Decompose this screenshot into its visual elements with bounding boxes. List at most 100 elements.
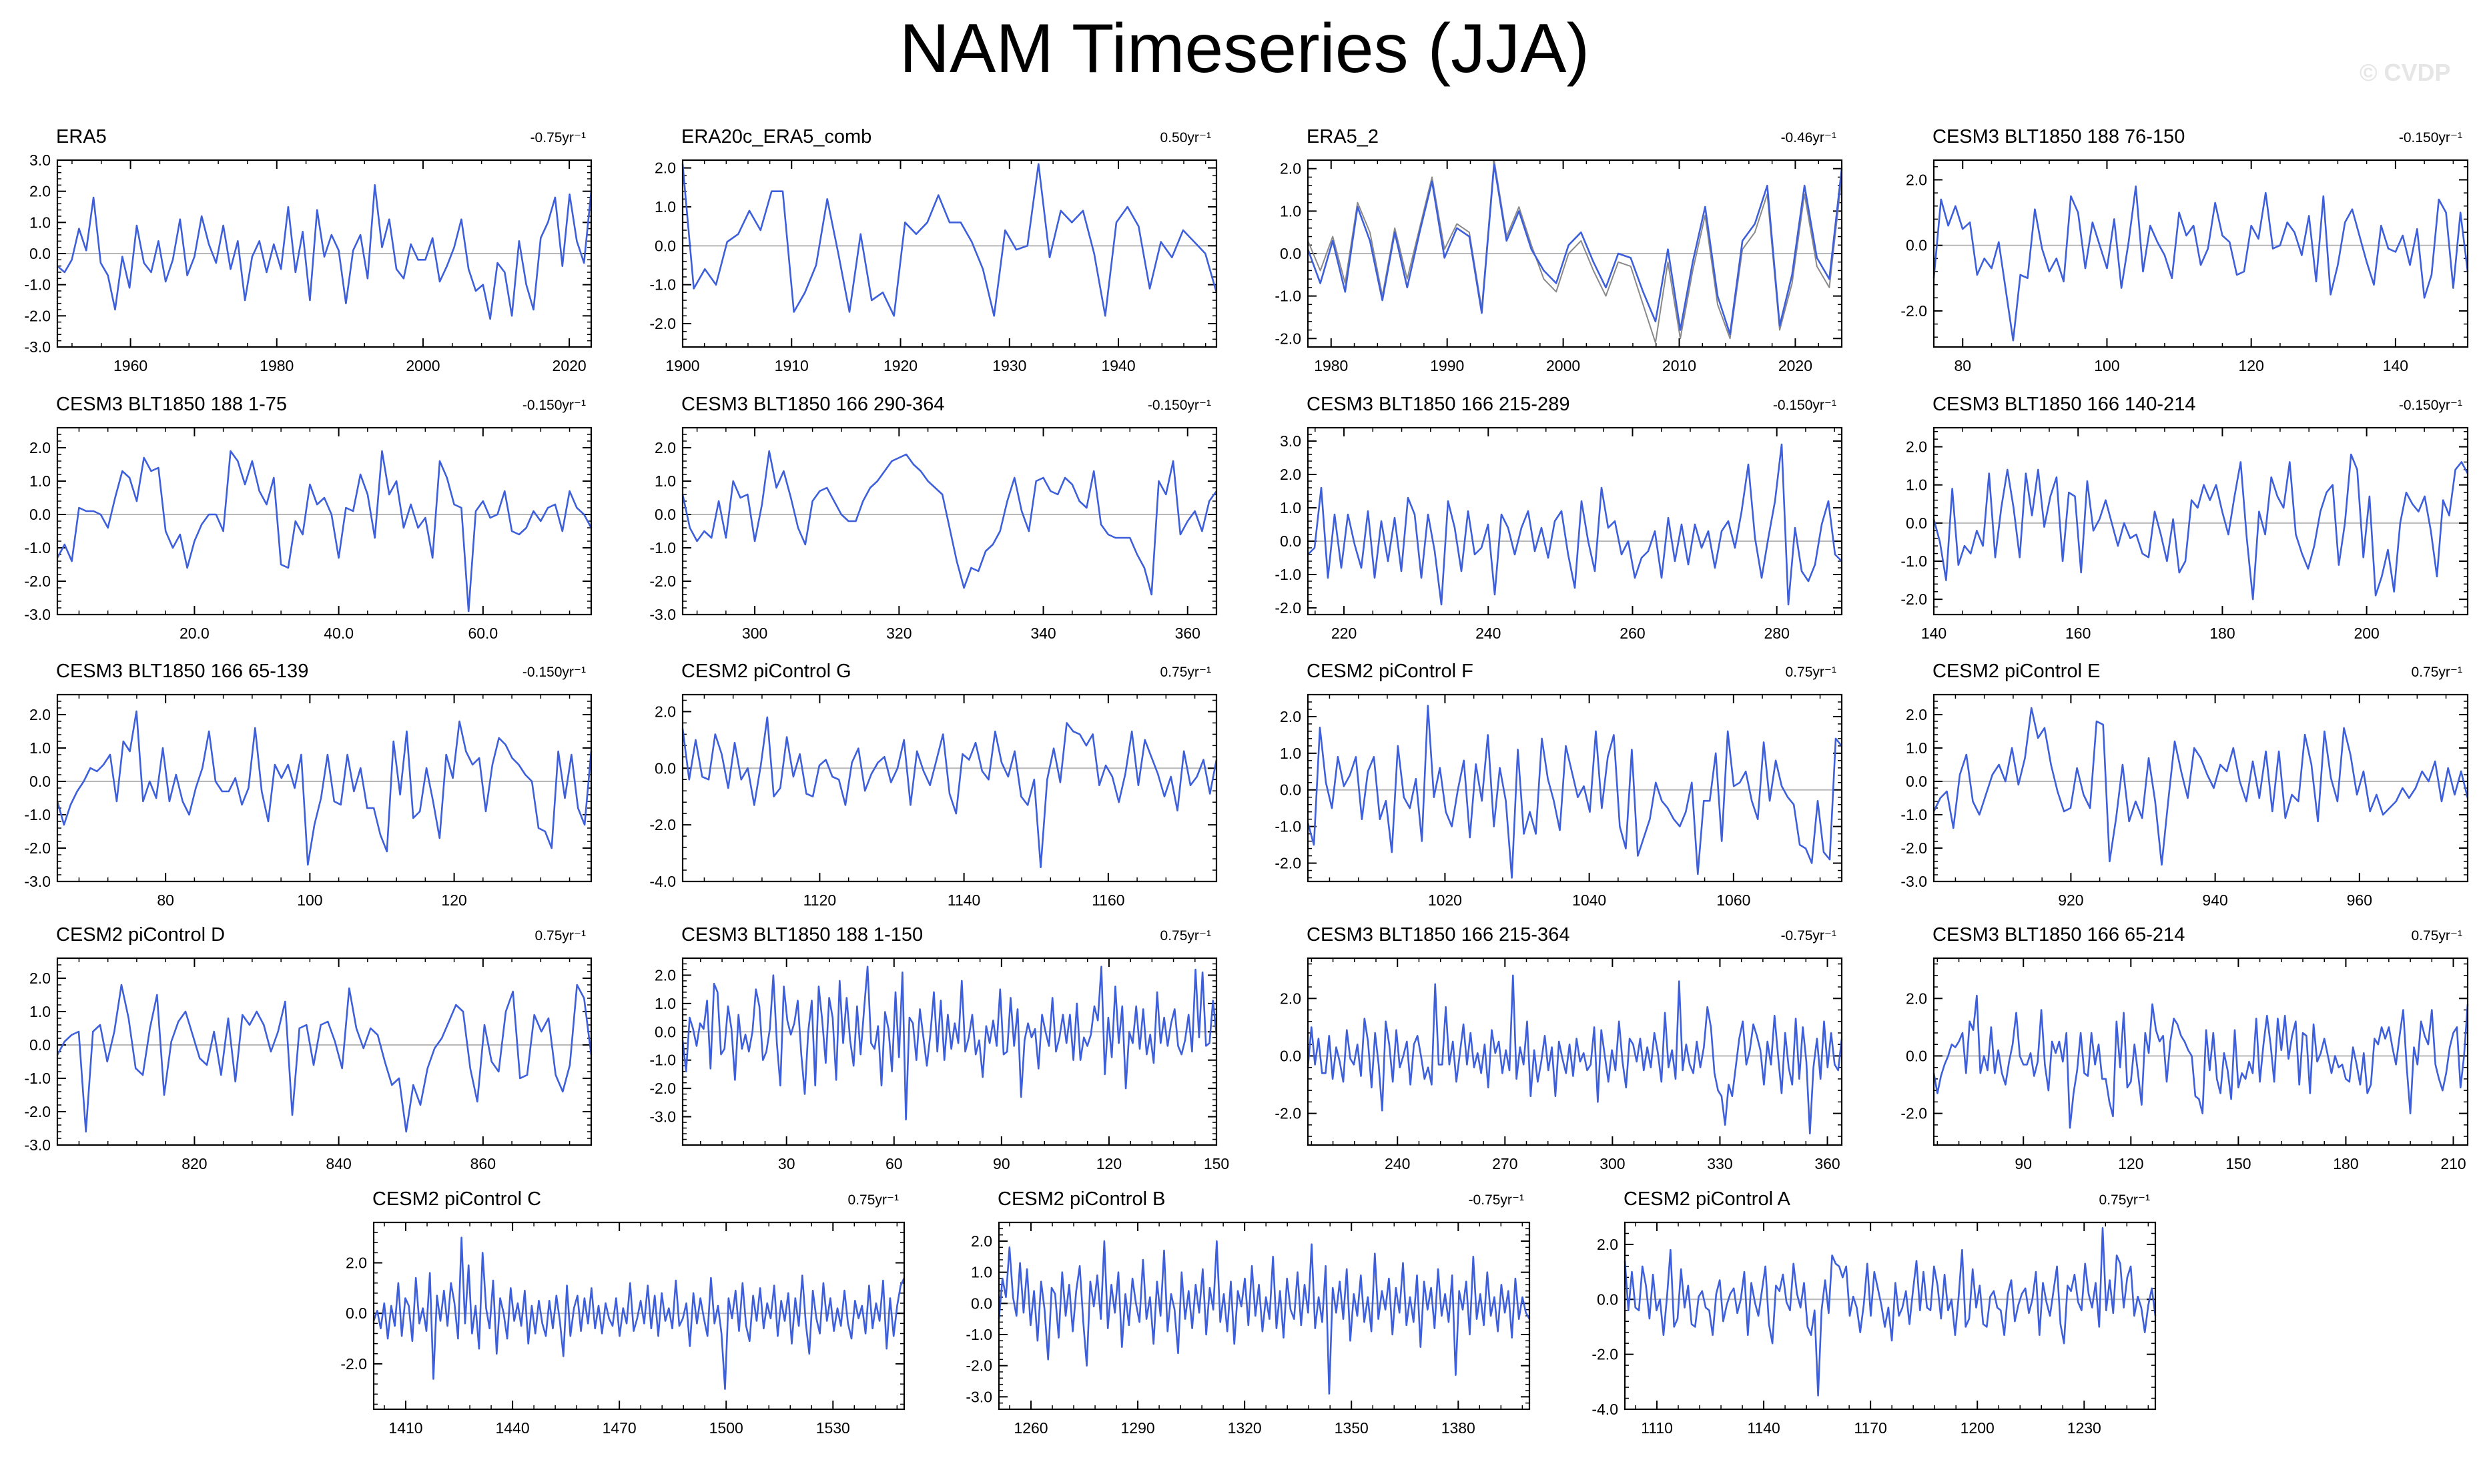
x-tick-label: 160 xyxy=(2065,625,2091,642)
timeseries-panel: CESM2 piControl C 0.75yr⁻¹ 1410 1440 1470 150… xyxy=(340,1188,906,1437)
x-tick-label: 1990 xyxy=(1430,357,1464,374)
y-tick-label: 2.0 xyxy=(1280,160,1301,177)
y-tick-label: -1.0 xyxy=(24,1070,51,1087)
y-tick-label: 2.0 xyxy=(29,439,51,456)
panel-title: CESM3 BLT1850 166 65-139 xyxy=(56,661,308,682)
y-tick-label: -1.0 xyxy=(1900,552,1927,570)
x-tick-label: 1930 xyxy=(992,357,1026,374)
panel-title: CESM3 BLT1850 166 65-214 xyxy=(1932,924,2185,946)
y-tick-label: -2.0 xyxy=(24,573,51,590)
y-tick-label: 1.0 xyxy=(655,198,676,216)
timeseries-panel: CESM3 BLT1850 166 215-289 -0.150yr⁻¹ 220 24… xyxy=(1275,394,1843,642)
plot-frame xyxy=(56,159,593,348)
timeseries-panel: CESM3 BLT1850 188 76-150 -0.150yr⁻¹ 80 100 1… xyxy=(1900,126,2469,374)
y-tick-label: 0.0 xyxy=(1280,781,1301,799)
series-line xyxy=(998,1240,1531,1395)
x-tick-label: 240 xyxy=(1385,1155,1410,1172)
y-tick-label: -1.0 xyxy=(24,539,51,556)
series-line xyxy=(1307,163,1843,336)
y-tick-label: 0.0 xyxy=(1280,532,1301,550)
panel-title: ERA5_2 xyxy=(1307,126,1379,147)
plot-frame xyxy=(681,426,1218,616)
y-tick-label: 0.0 xyxy=(1906,237,1927,254)
series-line xyxy=(57,183,593,320)
y-tick-label: 0.0 xyxy=(29,506,51,523)
y-tick-label: -2.0 xyxy=(1275,1105,1301,1122)
y-tick-label: -2.0 xyxy=(1591,1346,1618,1363)
plot-frame xyxy=(1624,1221,2157,1411)
y-tick-label: -3.0 xyxy=(24,1136,51,1154)
panel-title: CESM3 BLT1850 166 215-364 xyxy=(1307,924,1569,946)
y-tick-label: 0.0 xyxy=(655,1023,676,1040)
x-tick-label: 320 xyxy=(886,625,912,642)
panel-trend-label: 0.75yr⁻¹ xyxy=(2099,1192,2150,1208)
x-tick-label: 90 xyxy=(993,1155,1010,1172)
y-tick-label: -1.0 xyxy=(24,276,51,294)
y-tick-label: 0.0 xyxy=(1906,514,1927,532)
panel-trend-label: 0.75yr⁻¹ xyxy=(1160,665,1211,680)
y-tick-label: 1.0 xyxy=(655,995,676,1012)
plot-frame xyxy=(1307,693,1843,883)
y-tick-label: 2.0 xyxy=(655,703,676,720)
panel-trend-label: -0.150yr⁻¹ xyxy=(522,398,586,413)
panel-trend-label: 0.50yr⁻¹ xyxy=(1160,130,1211,145)
timeseries-panel: CESM3 BLT1850 166 215-364 -0.75yr⁻¹ 240 270… xyxy=(1275,924,1843,1172)
x-tick-label: 280 xyxy=(1764,625,1790,642)
panel-title: CESM3 BLT1850 188 1-150 xyxy=(681,924,923,946)
x-tick-label: 240 xyxy=(1475,625,1501,642)
y-tick-label: 2.0 xyxy=(29,706,51,723)
panel-trend-label: -0.75yr⁻¹ xyxy=(1781,928,1836,944)
y-tick-label: -2.0 xyxy=(1275,855,1301,872)
timeseries-panel: CESM2 piControl D 0.75yr⁻¹ 820 840 860 2.0 1.0… xyxy=(24,924,593,1172)
x-tick-label: 1060 xyxy=(1716,891,1750,909)
panel-title: CESM2 piControl G xyxy=(681,661,851,682)
x-tick-label: 1470 xyxy=(603,1419,637,1437)
panel-title: CESM2 piControl E xyxy=(1932,661,2100,682)
series-line xyxy=(1932,185,2469,342)
y-tick-label: 2.0 xyxy=(1280,466,1301,483)
y-tick-label: -1.0 xyxy=(649,539,676,556)
y-tick-label: 2.0 xyxy=(29,970,51,987)
panel-trend-label: 0.75yr⁻¹ xyxy=(535,928,586,944)
series-line xyxy=(681,450,1218,596)
timeseries-panel: CESM3 BLT1850 188 1-150 0.75yr⁻¹ 30 60 90 120… xyxy=(649,924,1229,1172)
x-tick-label: 140 xyxy=(2383,357,2408,374)
x-tick-label: 940 xyxy=(2202,891,2227,909)
y-tick-label: -1.0 xyxy=(1275,566,1301,583)
y-tick-label: -1.0 xyxy=(1275,288,1301,305)
series-line xyxy=(372,1236,906,1390)
y-tick-label: 1.0 xyxy=(655,472,676,490)
x-tick-label: 1940 xyxy=(1101,357,1135,374)
y-tick-label: 3.0 xyxy=(1280,432,1301,450)
y-tick-label: 1.0 xyxy=(29,1003,51,1020)
x-tick-label: 1980 xyxy=(1314,357,1348,374)
series-line xyxy=(56,450,593,613)
y-tick-label: 3.0 xyxy=(29,151,51,169)
x-tick-label: 90 xyxy=(2015,1155,2032,1172)
y-tick-label: -3.0 xyxy=(649,1108,676,1126)
y-tick-label: -3.0 xyxy=(649,606,676,623)
y-tick-label: -2.0 xyxy=(1275,599,1301,617)
timeseries-panel: CESM3 BLT1850 166 140-214 -0.150yr⁻¹ 140 16… xyxy=(1900,394,2469,642)
y-tick-label: 1.0 xyxy=(971,1264,992,1281)
y-tick-label: -2.0 xyxy=(966,1357,992,1375)
y-tick-label: 2.0 xyxy=(1906,706,1927,723)
y-tick-label: 2.0 xyxy=(1906,171,1927,188)
x-tick-label: 1350 xyxy=(1335,1419,1369,1437)
y-tick-label: 2.0 xyxy=(655,439,676,456)
y-tick-label: 0.0 xyxy=(971,1294,992,1312)
x-tick-label: 1200 xyxy=(1961,1419,1995,1437)
y-tick-label: -2.0 xyxy=(24,839,51,857)
plot-frame xyxy=(1932,426,2469,616)
panel-title: CESM3 BLT1850 166 140-214 xyxy=(1932,394,2195,415)
y-tick-label: 2.0 xyxy=(655,159,676,177)
x-tick-label: 1120 xyxy=(803,891,836,909)
panel-title: ERA5 xyxy=(56,126,107,147)
x-tick-label: 20.0 xyxy=(180,625,210,642)
x-tick-label: 1140 xyxy=(948,891,980,909)
x-tick-label: 360 xyxy=(1814,1155,1840,1172)
panel-trend-label: -0.75yr⁻¹ xyxy=(1469,1192,1524,1208)
y-tick-label: 0.0 xyxy=(29,1036,51,1054)
x-tick-label: 1910 xyxy=(775,357,809,374)
y-tick-label: 1.0 xyxy=(1280,499,1301,516)
